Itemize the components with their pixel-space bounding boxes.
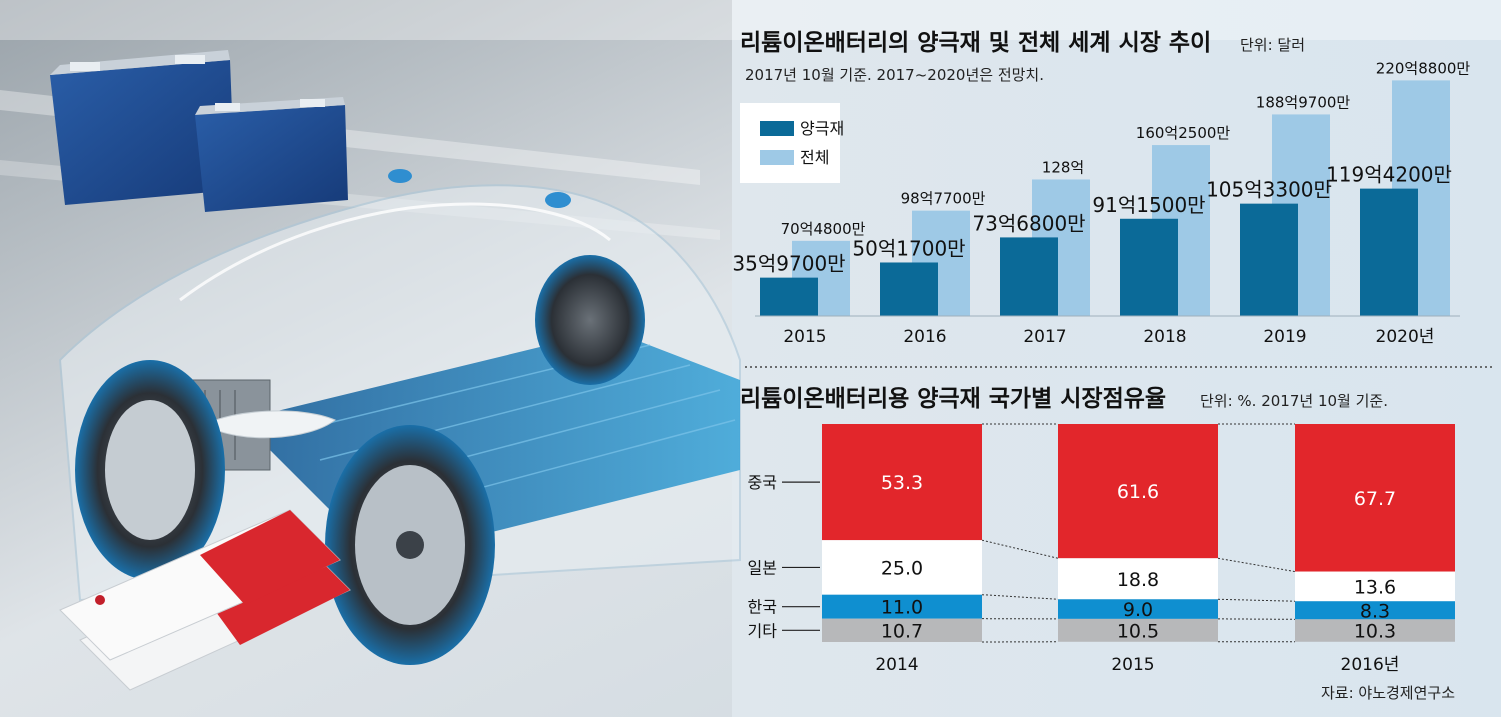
label-total-2020년: 220억8800만 bbox=[1376, 59, 1471, 77]
segment-일본-2015 bbox=[1058, 558, 1218, 600]
market-trend-chart: 리튬이온배터리의 양극재 및 전체 세계 시장 추이 단위: 달러 2017년 … bbox=[732, 30, 1470, 347]
label-cathode-2016: 50억1700만 bbox=[852, 236, 965, 260]
chart1-title: 리튬이온배터리의 양극재 및 전체 세계 시장 추이 bbox=[740, 30, 1211, 56]
segment-기타-2015 bbox=[1058, 618, 1218, 642]
ylabel-중국: 중국 bbox=[748, 473, 777, 492]
segment-중국-2016년 bbox=[1295, 424, 1455, 572]
chart1-legend: 양극재 전체 bbox=[740, 103, 844, 183]
value-한국-2016년: 8.3 bbox=[1360, 600, 1390, 622]
x-tick-0: 2015 bbox=[783, 327, 826, 347]
battery-cell-image bbox=[50, 50, 348, 212]
market-share-chart: 리튬이온배터리용 양극재 국가별 시장점유율 단위: %. 2017년 10월 … bbox=[740, 386, 1455, 702]
pouch-cell-image bbox=[59, 509, 351, 691]
value-일본-2016년: 13.6 bbox=[1354, 576, 1396, 598]
value-기타-2015: 10.5 bbox=[1117, 620, 1159, 642]
x-tick-3: 2018 bbox=[1143, 327, 1186, 347]
chart1-subtitle: 2017년 10월 기준. 2017~2020년은 전망치. bbox=[745, 66, 1044, 84]
segment-중국-2014 bbox=[822, 424, 982, 541]
value-한국-2014: 11.0 bbox=[881, 597, 923, 619]
connector-line bbox=[1217, 557, 1296, 573]
segment-기타-2014 bbox=[822, 618, 982, 642]
x-tick-4: 2019 bbox=[1263, 327, 1306, 347]
x-tick-share-0: 2014 bbox=[875, 655, 918, 675]
x-tick-share-2: 2016년 bbox=[1341, 655, 1400, 675]
legend-box bbox=[740, 103, 840, 183]
legend-label-cathode: 양극재 bbox=[800, 119, 844, 138]
label-cathode-2017: 73억6800만 bbox=[972, 211, 1085, 235]
ylabel-기타: 기타 bbox=[748, 621, 778, 640]
ylabel-일본: 일본 bbox=[748, 558, 777, 577]
connector-line bbox=[981, 539, 1059, 559]
label-total-2017: 128억 bbox=[1042, 158, 1084, 176]
segment-기타-2016년 bbox=[1295, 619, 1455, 642]
legend-label-total: 전체 bbox=[800, 148, 829, 167]
ylabel-한국: 한국 bbox=[748, 598, 777, 617]
value-중국-2016년: 67.7 bbox=[1354, 488, 1396, 510]
segment-한국-2015 bbox=[1058, 599, 1218, 619]
value-일본-2015: 18.8 bbox=[1117, 569, 1159, 591]
chart2-source: 자료: 야노경제연구소 bbox=[1321, 684, 1455, 702]
connector-line bbox=[1217, 598, 1296, 602]
x-tick-1: 2016 bbox=[903, 327, 946, 347]
legend-swatch-total bbox=[760, 150, 794, 165]
bar-cathode-2019 bbox=[1240, 203, 1298, 316]
label-total-2018: 160억2500만 bbox=[1136, 124, 1231, 142]
chart2-title: 리튬이온배터리용 양극재 국가별 시장점유율 bbox=[740, 386, 1166, 412]
bar-cathode-2020년 bbox=[1360, 188, 1418, 316]
bar-cathode-2017 bbox=[1000, 237, 1058, 316]
value-일본-2014: 25.0 bbox=[881, 557, 923, 579]
x-tick-share-1: 2015 bbox=[1111, 655, 1154, 675]
segment-한국-2016년 bbox=[1295, 601, 1455, 620]
segment-중국-2015 bbox=[1058, 424, 1218, 559]
label-total-2015: 70억4800만 bbox=[781, 220, 866, 238]
segment-한국-2014 bbox=[822, 594, 982, 619]
value-한국-2015: 9.0 bbox=[1123, 599, 1153, 621]
chart2-unit: 단위: %. 2017년 10월 기준. bbox=[1200, 392, 1388, 410]
segment-일본-2014 bbox=[822, 540, 982, 595]
bar-cathode-2016 bbox=[880, 262, 938, 316]
bar-cathode-2015 bbox=[760, 277, 818, 316]
value-기타-2014: 10.7 bbox=[881, 620, 923, 642]
x-tick-2: 2017 bbox=[1023, 327, 1066, 347]
label-cathode-2018: 91억1500만 bbox=[1092, 193, 1205, 217]
value-중국-2015: 61.6 bbox=[1117, 481, 1159, 503]
value-중국-2014: 53.3 bbox=[881, 472, 923, 494]
x-tick-5: 2020년 bbox=[1376, 327, 1435, 347]
label-cathode-2015: 35억9700만 bbox=[732, 252, 845, 276]
value-기타-2016년: 10.3 bbox=[1354, 621, 1396, 643]
connector-line bbox=[981, 594, 1059, 600]
segment-일본-2016년 bbox=[1295, 571, 1455, 602]
label-cathode-2019: 105억3300만 bbox=[1206, 178, 1332, 202]
bar-cathode-2018 bbox=[1120, 218, 1178, 316]
legend-swatch-cathode bbox=[760, 121, 794, 136]
label-cathode-2020년: 119억4200만 bbox=[1326, 163, 1452, 187]
chart1-unit: 단위: 달러 bbox=[1240, 36, 1305, 54]
label-total-2019: 188억9700만 bbox=[1256, 93, 1351, 111]
label-total-2016: 98억7700만 bbox=[901, 190, 986, 208]
